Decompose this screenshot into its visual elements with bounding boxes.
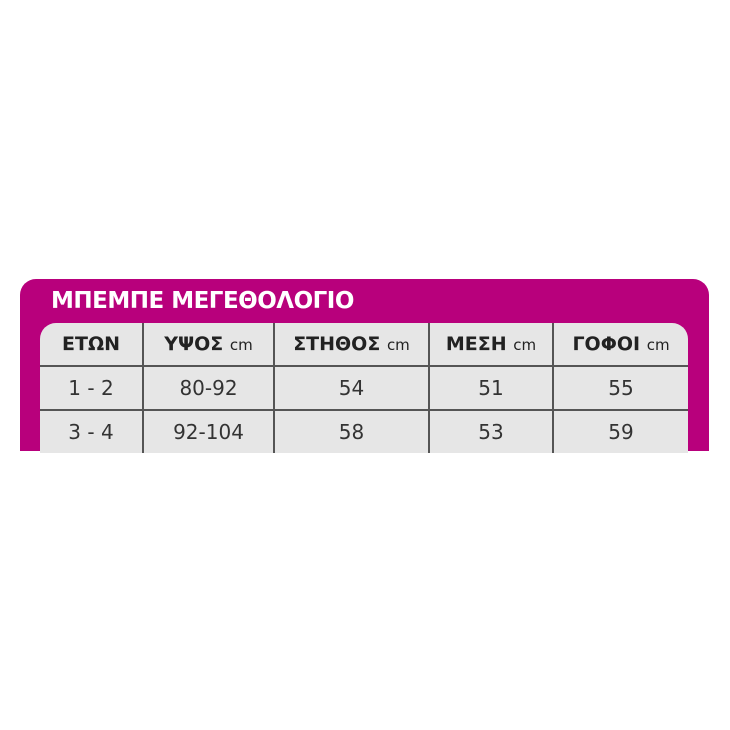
header-hips: ΓΟΦΟΙ cm [552, 323, 688, 366]
size-chart-title: ΜΠΕΜΠΕ ΜΕΓΕΘΟΛΟΓΙΟ [51, 288, 354, 314]
cell: 55 [552, 365, 688, 410]
size-table: ΕΤΩΝ ΥΨΟΣ cm ΣΤΗΘΟΣ cm ΜΕΣΗ cm ΓΟΦΟΙ cm … [40, 323, 688, 453]
cell: 1 - 2 [40, 365, 143, 410]
cell: 3 - 4 [40, 409, 143, 453]
table-row: 3 - 4 92-104 58 53 59 [40, 409, 688, 453]
header-chest: ΣΤΗΘΟΣ cm [273, 323, 429, 366]
cell: 59 [552, 409, 688, 453]
header-years: ΕΤΩΝ [62, 333, 120, 355]
cell: 58 [273, 409, 429, 453]
cell: 92-104 [142, 409, 274, 453]
header-row: ΕΤΩΝ ΥΨΟΣ cm ΣΤΗΘΟΣ cm ΜΕΣΗ cm ΓΟΦΟΙ cm [40, 323, 688, 366]
cell: 51 [428, 365, 553, 410]
cell: 54 [273, 365, 429, 410]
cell: 80-92 [142, 365, 274, 410]
header-height: ΥΨΟΣ cm [142, 323, 274, 366]
header-waist: ΜΕΣΗ cm [428, 323, 553, 366]
cell: 53 [428, 409, 553, 453]
size-chart-panel: ΜΠΕΜΠΕ ΜΕΓΕΘΟΛΟΓΙΟ ΕΤΩΝ ΥΨΟΣ cm ΣΤΗΘΟΣ c… [20, 279, 709, 453]
table-row: 1 - 2 80-92 54 51 55 [40, 365, 688, 410]
